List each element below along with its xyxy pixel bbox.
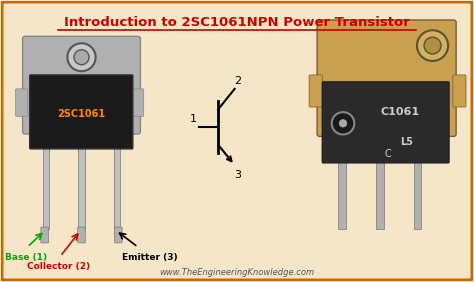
Circle shape bbox=[339, 120, 347, 127]
FancyBboxPatch shape bbox=[30, 75, 133, 149]
Bar bbox=[43, 146, 49, 230]
FancyBboxPatch shape bbox=[131, 89, 144, 116]
Text: www.TheEngineeringKnowledge.com: www.TheEngineeringKnowledge.com bbox=[159, 268, 315, 277]
FancyBboxPatch shape bbox=[23, 36, 140, 134]
Text: Emitter (3): Emitter (3) bbox=[121, 253, 177, 262]
Text: C: C bbox=[384, 149, 391, 159]
Circle shape bbox=[74, 50, 89, 65]
FancyBboxPatch shape bbox=[78, 227, 85, 243]
Bar bbox=[414, 160, 421, 230]
Circle shape bbox=[332, 112, 355, 135]
FancyBboxPatch shape bbox=[41, 227, 48, 243]
Text: 2: 2 bbox=[234, 76, 242, 86]
Bar bbox=[338, 160, 346, 230]
FancyBboxPatch shape bbox=[453, 75, 466, 107]
Text: 3: 3 bbox=[235, 170, 241, 180]
Circle shape bbox=[417, 30, 448, 61]
Bar bbox=[78, 146, 84, 230]
Text: L5: L5 bbox=[400, 137, 413, 147]
Bar bbox=[376, 160, 383, 230]
FancyBboxPatch shape bbox=[16, 89, 28, 116]
Text: 1: 1 bbox=[190, 114, 197, 124]
FancyBboxPatch shape bbox=[309, 75, 322, 107]
Text: C1061: C1061 bbox=[380, 107, 419, 117]
Bar bbox=[114, 146, 120, 230]
Text: Collector (2): Collector (2) bbox=[27, 262, 91, 271]
FancyBboxPatch shape bbox=[115, 227, 122, 243]
Circle shape bbox=[67, 43, 96, 71]
Text: 2SC1061: 2SC1061 bbox=[57, 109, 106, 119]
Text: Base (1): Base (1) bbox=[5, 253, 47, 262]
Circle shape bbox=[424, 37, 441, 54]
FancyBboxPatch shape bbox=[322, 82, 449, 163]
FancyBboxPatch shape bbox=[317, 20, 456, 136]
Text: Introduction to 2SC1061NPN Power Transistor: Introduction to 2SC1061NPN Power Transis… bbox=[64, 16, 410, 29]
